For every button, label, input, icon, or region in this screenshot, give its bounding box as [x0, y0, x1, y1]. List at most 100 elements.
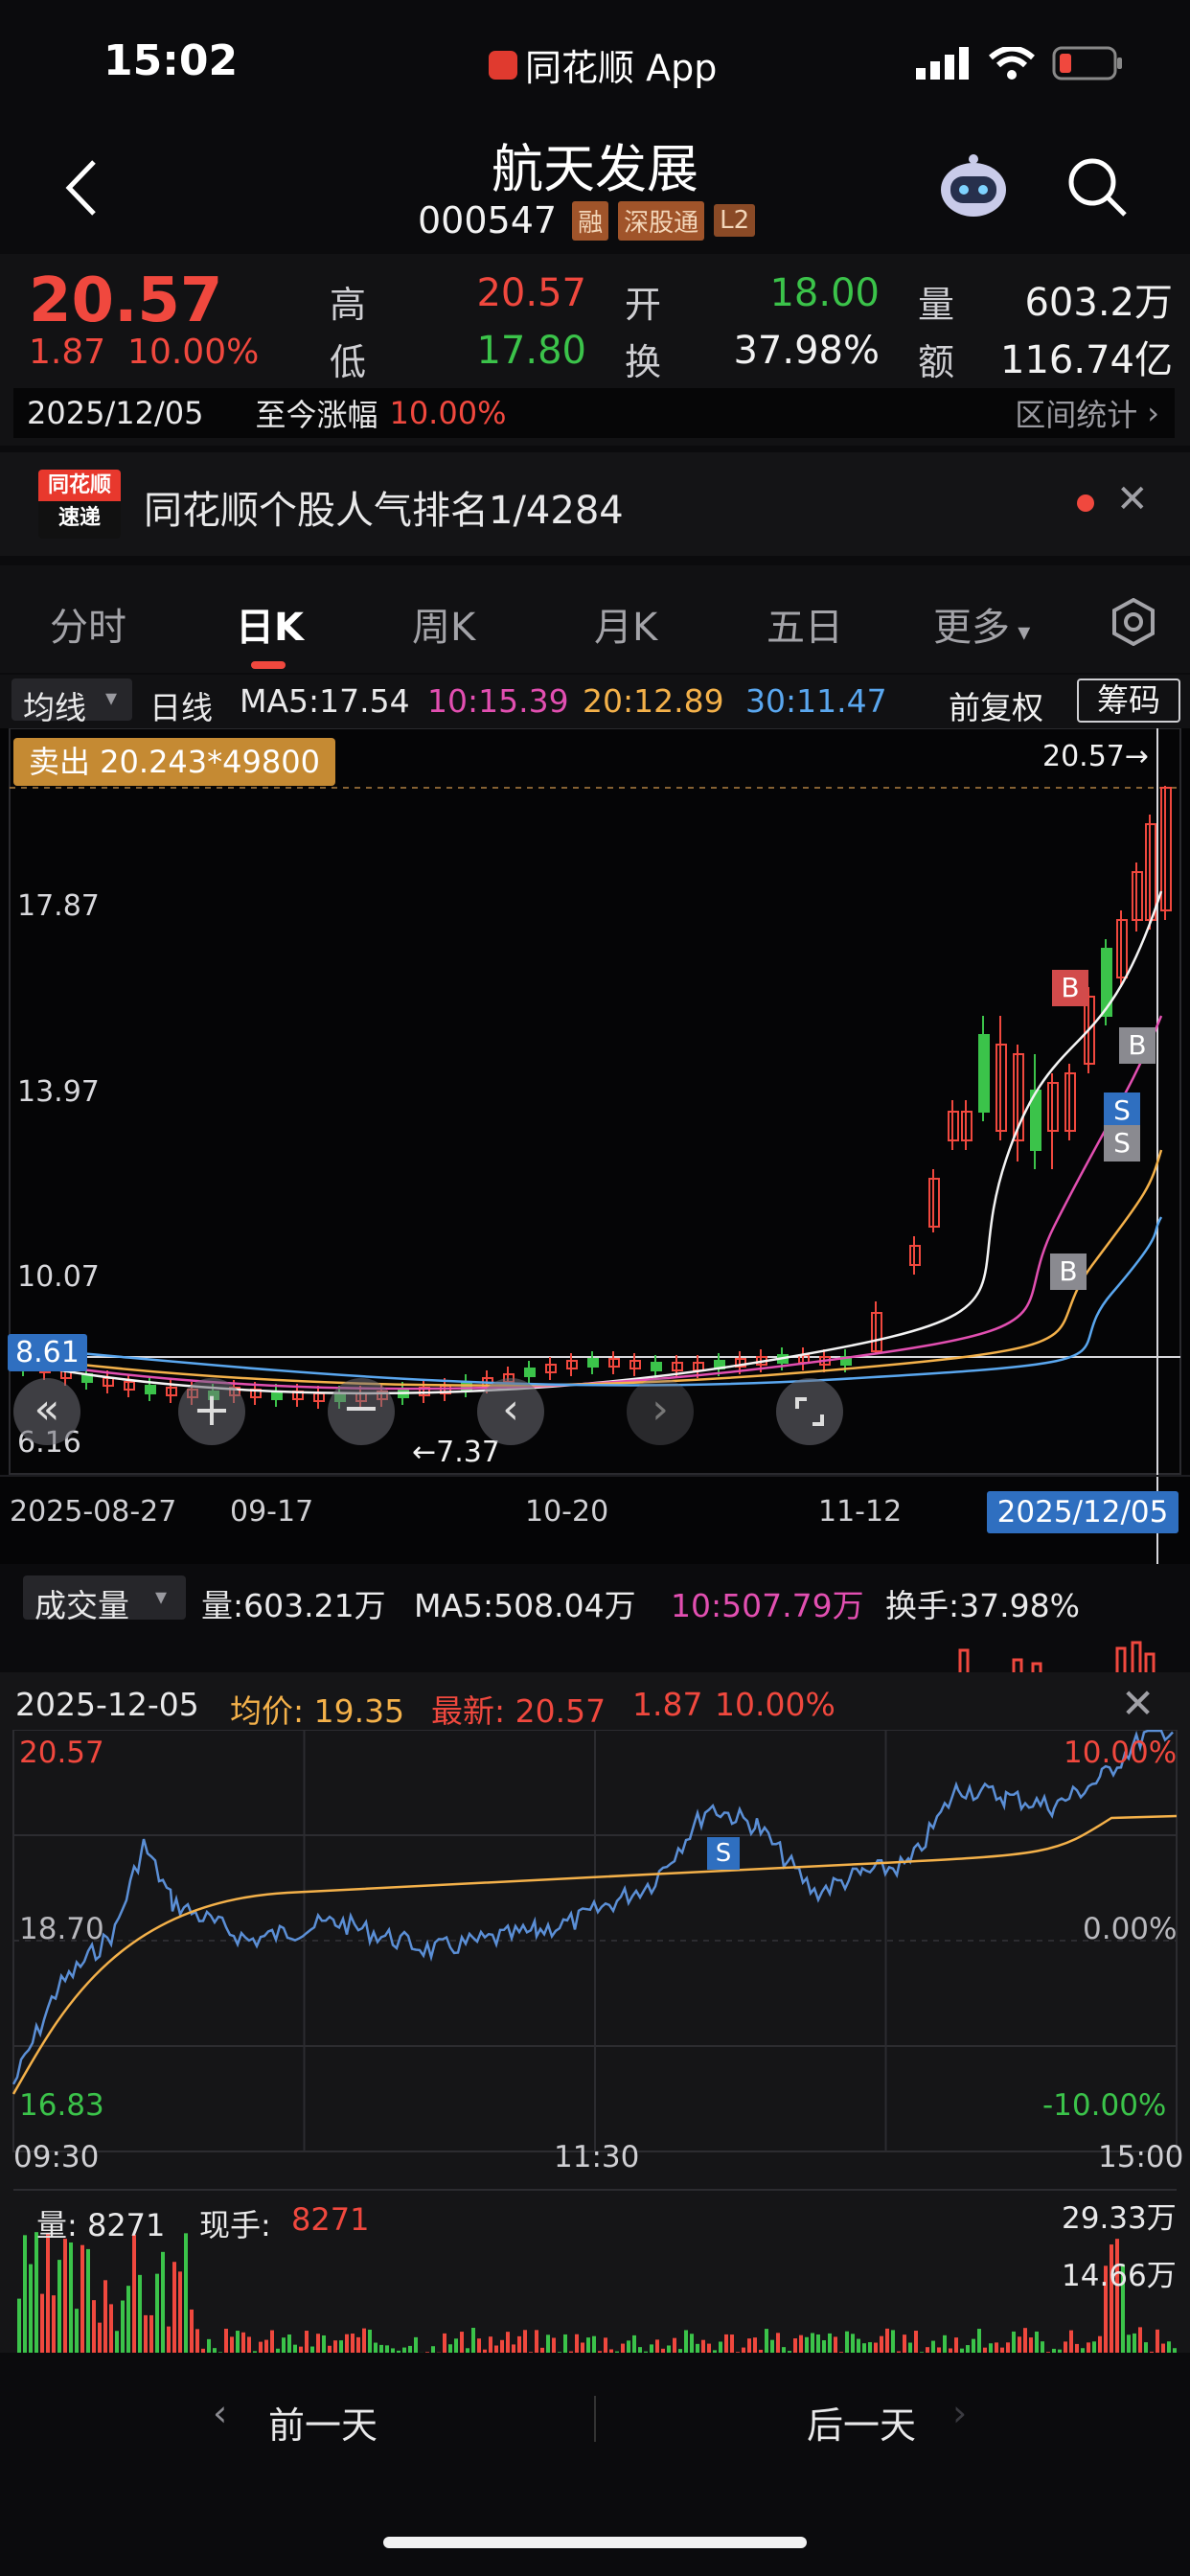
- volume-bar: [1029, 2337, 1033, 2353]
- active-tab-indicator: [251, 661, 286, 669]
- sell-marker[interactable]: S: [1104, 1125, 1140, 1162]
- sell-order-tag[interactable]: 卖出 20.243*49800: [13, 738, 335, 786]
- back-arrow-icon[interactable]: [61, 158, 100, 218]
- time-noon: 11:30: [554, 2140, 640, 2174]
- sell-marker[interactable]: S: [1104, 1092, 1140, 1129]
- settings-hexagon-icon[interactable]: [1110, 598, 1157, 646]
- buy-marker[interactable]: B: [1052, 970, 1088, 1006]
- unread-dot-icon: [1077, 494, 1094, 512]
- candle-body: [545, 1364, 557, 1373]
- tab-more[interactable]: 更多 ▾: [933, 596, 1030, 652]
- volume-bar: [230, 2336, 234, 2353]
- candle-body: [145, 1385, 156, 1394]
- volume-bar: [448, 2344, 452, 2353]
- volume-bar: [368, 2329, 372, 2353]
- chips-button[interactable]: 筹码: [1077, 678, 1180, 723]
- tab-daily-k[interactable]: 日K: [236, 606, 304, 650]
- volume-bar: [707, 2343, 711, 2353]
- news-badge-icon: 同花顺 速递: [38, 470, 121, 539]
- scroll-left-fast-button[interactable]: «: [13, 1378, 80, 1445]
- scroll-right-button[interactable]: ›: [627, 1378, 694, 1445]
- volume-bar: [414, 2336, 418, 2353]
- ma-dropdown[interactable]: 均线 ▾: [11, 678, 132, 726]
- y-label-2: 13.97: [17, 1075, 100, 1109]
- vol-axis-top: 29.33万: [1062, 2201, 1177, 2236]
- ma5-line: [9, 890, 1163, 1395]
- volume-bar: [770, 2339, 774, 2353]
- back-to-app[interactable]: 同花顺 App: [489, 38, 717, 91]
- tab-five-day[interactable]: 五日: [767, 606, 843, 650]
- volume-bar: [98, 2322, 102, 2353]
- buy-marker[interactable]: B: [1119, 1027, 1156, 1064]
- range-stats-link[interactable]: 区间统计: [1015, 397, 1138, 433]
- intraday-mid-price: 18.70: [19, 1912, 104, 1946]
- robot-assistant-icon[interactable]: [937, 153, 1010, 220]
- volume-bars-preview: [958, 1641, 1156, 1675]
- volume-bar: [690, 2334, 694, 2353]
- buy-marker[interactable]: B: [1050, 1254, 1087, 1290]
- intraday-latest: 最新: 20.57: [431, 1692, 606, 1730]
- volume-bar: [63, 2239, 67, 2353]
- volume-bar: [121, 2300, 125, 2353]
- volume-bar: [713, 2350, 717, 2353]
- fullscreen-button[interactable]: [776, 1378, 843, 1445]
- date-range-bar[interactable]: 2025/12/05 至今涨幅 10.00% 区间统计 ›: [13, 388, 1175, 438]
- prev-day-button[interactable]: 前一天: [268, 2404, 378, 2447]
- app-logo-icon: [489, 50, 517, 80]
- tab-weekly-k[interactable]: 周K: [412, 606, 476, 650]
- zoom-in-button[interactable]: +: [178, 1378, 245, 1445]
- intraday-low-pct: -10.00%: [1042, 2088, 1167, 2123]
- volume-bar: [558, 2352, 561, 2353]
- popularity-banner[interactable]: 同花顺 速递 同花顺个股人气排名1/4284 ✕: [0, 452, 1190, 556]
- search-icon[interactable]: [1065, 155, 1129, 218]
- volume-bar: [730, 2334, 734, 2353]
- stock-name: 航天发展: [492, 139, 698, 199]
- intraday-change: 1.87: [632, 1686, 703, 1723]
- candle-body: [608, 1358, 620, 1368]
- volume-bar: [466, 2348, 469, 2353]
- volume-bar: [149, 2314, 153, 2353]
- volume-bar: [351, 2334, 355, 2353]
- close-icon[interactable]: ✕: [1121, 1680, 1156, 1727]
- indicator-dropdown[interactable]: 成交量 ▾: [23, 1576, 186, 1624]
- tab-intraday[interactable]: 分时: [50, 606, 126, 650]
- kline-chart[interactable]: 卖出 20.243*49800 20.57→ 17.87 13.97 10.07…: [0, 728, 1190, 1572]
- volume-bar: [155, 2273, 159, 2353]
- volume-bar: [1087, 2342, 1090, 2353]
- volume-bar: [874, 2342, 878, 2353]
- scroll-left-button[interactable]: ‹: [477, 1378, 544, 1445]
- candle-body: [978, 1034, 990, 1113]
- zoom-out-button[interactable]: −: [328, 1378, 395, 1445]
- volume-bar: [494, 2345, 498, 2353]
- volume-bar: [52, 2295, 56, 2353]
- app-label: 同花顺 App: [525, 47, 718, 89]
- volume-bar: [270, 2330, 274, 2353]
- divider: [594, 2396, 596, 2442]
- volume-bar: [529, 2352, 533, 2353]
- tab-monthly-k[interactable]: 月K: [594, 606, 658, 650]
- adjust-selector[interactable]: 前复权: [949, 689, 1043, 726]
- close-icon[interactable]: ✕: [1116, 477, 1149, 521]
- volume-bar: [431, 2346, 435, 2353]
- volume-bar: [966, 2345, 970, 2353]
- turnover-value: 37.98%: [733, 329, 880, 373]
- volume-bar: [40, 2293, 44, 2353]
- volume-bar: [328, 2345, 332, 2353]
- ma-indicator-row: 均线 ▾ 日线 MA5:17.54 10:15.39 20:12.89 30:1…: [0, 675, 1190, 728]
- y-label-1: 17.87: [17, 889, 100, 923]
- volume-bar: [788, 2351, 791, 2353]
- volume-bar: [425, 2352, 429, 2353]
- volume-bar: [1121, 2264, 1125, 2353]
- volume-bar: [500, 2339, 504, 2353]
- candle-body: [524, 1368, 536, 1377]
- intraday-sell-marker[interactable]: S: [707, 1837, 740, 1870]
- volume-bar: [1000, 2347, 1004, 2353]
- status-bar: 15:02 同花顺 App: [0, 0, 1190, 125]
- volume-bar: [46, 2233, 50, 2353]
- y-label-3: 10.07: [17, 1260, 100, 1294]
- volume-bar: [632, 2334, 636, 2353]
- volume-bar: [701, 2339, 705, 2353]
- next-day-button[interactable]: 后一天: [807, 2404, 917, 2447]
- volume-bar: [719, 2341, 722, 2353]
- volume-bar: [293, 2344, 297, 2353]
